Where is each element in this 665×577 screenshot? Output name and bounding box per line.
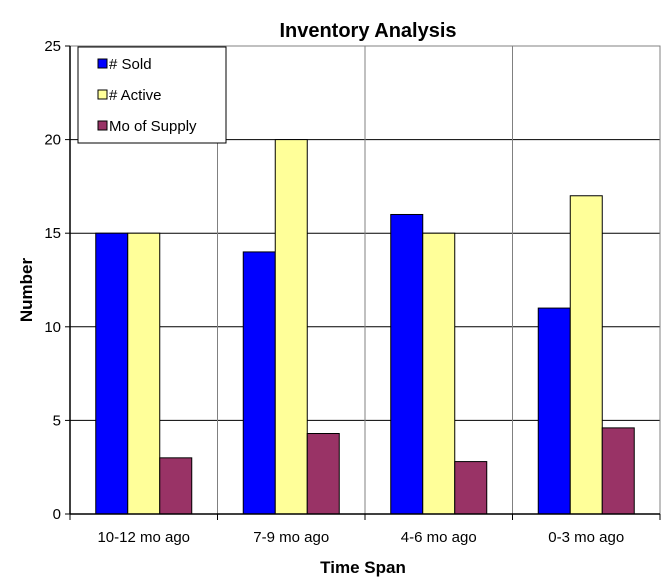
bar: [422, 232, 456, 515]
bar: [242, 251, 276, 515]
legend: # Sold # Active Mo of Supply: [77, 46, 227, 144]
legend-label: # Sold: [109, 56, 152, 73]
legend-swatch: [97, 120, 108, 131]
bar: [537, 307, 571, 515]
y-tick-label: 5: [53, 412, 61, 429]
legend-label: # Active: [109, 87, 162, 104]
bar: [274, 139, 308, 515]
bar: [306, 433, 340, 515]
x-axis-label: Time Span: [320, 558, 406, 577]
bar: [601, 427, 635, 515]
x-tick-label: 10-12 mo ago: [97, 529, 190, 546]
x-tick-label: 0-3 mo ago: [548, 529, 624, 546]
y-tick-label: 15: [44, 225, 61, 242]
bar: [454, 461, 488, 515]
y-tick-label: 10: [44, 319, 61, 336]
y-tick-label: 0: [53, 506, 61, 523]
legend-label: Mo of Supply: [109, 118, 197, 135]
y-tick-label: 25: [44, 38, 61, 55]
x-tick-label: 7-9 mo ago: [253, 529, 329, 546]
legend-swatch: [97, 89, 108, 100]
bar: [569, 195, 603, 515]
y-tick-label: 20: [44, 132, 61, 149]
chart-title: Inventory Analysis: [279, 20, 456, 42]
legend-swatch: [97, 58, 108, 69]
bar: [127, 232, 161, 515]
bar: [159, 457, 193, 515]
bar: [95, 232, 129, 515]
bar: [390, 213, 424, 515]
x-tick-label: 4-6 mo ago: [401, 529, 477, 546]
y-axis-label: Number: [17, 258, 36, 323]
